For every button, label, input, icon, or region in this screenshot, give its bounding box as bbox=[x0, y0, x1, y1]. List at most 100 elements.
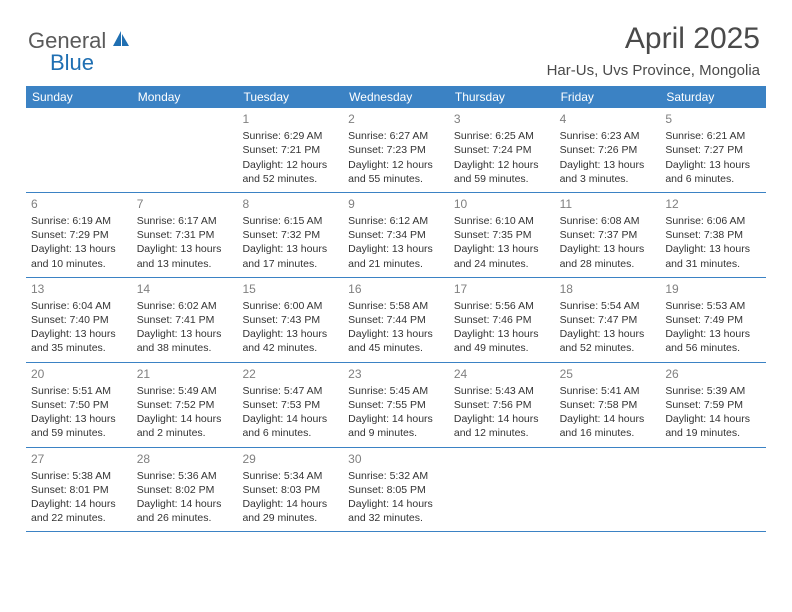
sunrise-text: Sunrise: 6:00 AM bbox=[242, 299, 338, 313]
sunrise-text: Sunrise: 6:08 AM bbox=[560, 214, 656, 228]
daylight-text: Daylight: 14 hours and 6 minutes. bbox=[242, 412, 338, 440]
daylight-text: Daylight: 13 hours and 21 minutes. bbox=[348, 242, 444, 270]
week-row: 27Sunrise: 5:38 AMSunset: 8:01 PMDayligh… bbox=[26, 448, 766, 533]
day-number: 22 bbox=[242, 366, 338, 382]
sunrise-text: Sunrise: 6:23 AM bbox=[560, 129, 656, 143]
sunset-text: Sunset: 7:31 PM bbox=[137, 228, 233, 242]
weekday-header: Monday bbox=[132, 86, 238, 108]
sunset-text: Sunset: 7:52 PM bbox=[137, 398, 233, 412]
sunrise-text: Sunrise: 5:47 AM bbox=[242, 384, 338, 398]
sunset-text: Sunset: 8:05 PM bbox=[348, 483, 444, 497]
daylight-text: Daylight: 14 hours and 32 minutes. bbox=[348, 497, 444, 525]
daylight-text: Daylight: 13 hours and 49 minutes. bbox=[454, 327, 550, 355]
sunset-text: Sunset: 7:38 PM bbox=[665, 228, 761, 242]
sunrise-text: Sunrise: 6:25 AM bbox=[454, 129, 550, 143]
day-number: 2 bbox=[348, 111, 444, 127]
day-number: 5 bbox=[665, 111, 761, 127]
daylight-text: Daylight: 14 hours and 9 minutes. bbox=[348, 412, 444, 440]
day-cell: 14Sunrise: 6:02 AMSunset: 7:41 PMDayligh… bbox=[132, 278, 238, 362]
sunset-text: Sunset: 8:02 PM bbox=[137, 483, 233, 497]
daylight-text: Daylight: 14 hours and 26 minutes. bbox=[137, 497, 233, 525]
sunset-text: Sunset: 7:37 PM bbox=[560, 228, 656, 242]
sunrise-text: Sunrise: 6:19 AM bbox=[31, 214, 127, 228]
sunrise-text: Sunrise: 5:32 AM bbox=[348, 469, 444, 483]
day-number: 10 bbox=[454, 196, 550, 212]
week-row: 20Sunrise: 5:51 AMSunset: 7:50 PMDayligh… bbox=[26, 363, 766, 448]
location-text: Har-Us, Uvs Province, Mongolia bbox=[547, 62, 760, 79]
day-cell: 30Sunrise: 5:32 AMSunset: 8:05 PMDayligh… bbox=[343, 448, 449, 532]
daylight-text: Daylight: 13 hours and 52 minutes. bbox=[560, 327, 656, 355]
sunrise-text: Sunrise: 5:54 AM bbox=[560, 299, 656, 313]
sunset-text: Sunset: 7:41 PM bbox=[137, 313, 233, 327]
sunrise-text: Sunrise: 5:41 AM bbox=[560, 384, 656, 398]
sunset-text: Sunset: 7:58 PM bbox=[560, 398, 656, 412]
sunset-text: Sunset: 7:21 PM bbox=[242, 143, 338, 157]
day-number: 28 bbox=[137, 451, 233, 467]
sunrise-text: Sunrise: 6:10 AM bbox=[454, 214, 550, 228]
sunrise-text: Sunrise: 5:34 AM bbox=[242, 469, 338, 483]
daylight-text: Daylight: 14 hours and 2 minutes. bbox=[137, 412, 233, 440]
day-cell: 27Sunrise: 5:38 AMSunset: 8:01 PMDayligh… bbox=[26, 448, 132, 532]
daylight-text: Daylight: 13 hours and 6 minutes. bbox=[665, 158, 761, 186]
day-cell bbox=[449, 448, 555, 532]
weekday-header-row: Sunday Monday Tuesday Wednesday Thursday… bbox=[26, 86, 766, 108]
sunset-text: Sunset: 7:35 PM bbox=[454, 228, 550, 242]
day-cell: 9Sunrise: 6:12 AMSunset: 7:34 PMDaylight… bbox=[343, 193, 449, 277]
day-cell: 18 Sunrise: 5:54 AMSunset: 7:47 PMDayligh… bbox=[555, 278, 661, 362]
day-cell: 26Sunrise: 5:39 AMSunset: 7:59 PMDayligh… bbox=[660, 363, 766, 447]
sunset-text: Sunset: 7:23 PM bbox=[348, 143, 444, 157]
day-number: 1 bbox=[242, 111, 338, 127]
day-number: 26 bbox=[665, 366, 761, 382]
sunset-text: Sunset: 7:55 PM bbox=[348, 398, 444, 412]
sunset-text: Sunset: 7:46 PM bbox=[454, 313, 550, 327]
day-cell: 25Sunrise: 5:41 AMSunset: 7:58 PMDayligh… bbox=[555, 363, 661, 447]
day-cell: 11Sunrise: 6:08 AMSunset: 7:37 PMDayligh… bbox=[555, 193, 661, 277]
day-number: 13 bbox=[31, 281, 127, 297]
sunrise-text: Sunrise: 5:53 AM bbox=[665, 299, 761, 313]
weekday-header: Tuesday bbox=[237, 86, 343, 108]
day-number: 8 bbox=[242, 196, 338, 212]
day-number: 18 bbox=[560, 281, 656, 297]
day-cell: 15Sunrise: 6:00 AMSunset: 7:43 PMDayligh… bbox=[237, 278, 343, 362]
daylight-text: Daylight: 13 hours and 45 minutes. bbox=[348, 327, 444, 355]
day-number: 7 bbox=[137, 196, 233, 212]
day-cell: 21Sunrise: 5:49 AMSunset: 7:52 PMDayligh… bbox=[132, 363, 238, 447]
sunset-text: Sunset: 7:53 PM bbox=[242, 398, 338, 412]
day-number: 4 bbox=[560, 111, 656, 127]
daylight-text: Daylight: 14 hours and 19 minutes. bbox=[665, 412, 761, 440]
day-number: 23 bbox=[348, 366, 444, 382]
sunrise-text: Sunrise: 6:21 AM bbox=[665, 129, 761, 143]
daylight-text: Daylight: 13 hours and 10 minutes. bbox=[31, 242, 127, 270]
day-cell: 17Sunrise: 5:56 AMSunset: 7:46 PMDayligh… bbox=[449, 278, 555, 362]
daylight-text: Daylight: 13 hours and 31 minutes. bbox=[665, 242, 761, 270]
day-cell: 1Sunrise: 6:29 AMSunset: 7:21 PMDaylight… bbox=[237, 108, 343, 192]
day-cell: 12Sunrise: 6:06 AMSunset: 7:38 PMDayligh… bbox=[660, 193, 766, 277]
week-row: 6Sunrise: 6:19 AMSunset: 7:29 PMDaylight… bbox=[26, 193, 766, 278]
sunset-text: Sunset: 7:26 PM bbox=[560, 143, 656, 157]
sunrise-text: Sunrise: 6:02 AM bbox=[137, 299, 233, 313]
daylight-text: Daylight: 12 hours and 55 minutes. bbox=[348, 158, 444, 186]
sunset-text: Sunset: 8:01 PM bbox=[31, 483, 127, 497]
day-cell: 28Sunrise: 5:36 AMSunset: 8:02 PMDayligh… bbox=[132, 448, 238, 532]
day-number: 12 bbox=[665, 196, 761, 212]
sunset-text: Sunset: 7:34 PM bbox=[348, 228, 444, 242]
daylight-text: Daylight: 13 hours and 24 minutes. bbox=[454, 242, 550, 270]
weeks-container: 1Sunrise: 6:29 AMSunset: 7:21 PMDaylight… bbox=[26, 108, 766, 532]
daylight-text: Daylight: 13 hours and 42 minutes. bbox=[242, 327, 338, 355]
daylight-text: Daylight: 13 hours and 3 minutes. bbox=[560, 158, 656, 186]
weekday-header: Friday bbox=[555, 86, 661, 108]
day-number: 21 bbox=[137, 366, 233, 382]
sunset-text: Sunset: 7:47 PM bbox=[560, 313, 656, 327]
sunrise-text: Sunrise: 6:17 AM bbox=[137, 214, 233, 228]
day-number: 11 bbox=[560, 196, 656, 212]
daylight-text: Daylight: 13 hours and 35 minutes. bbox=[31, 327, 127, 355]
sunrise-text: Sunrise: 5:38 AM bbox=[31, 469, 127, 483]
day-cell bbox=[26, 108, 132, 192]
sunrise-text: Sunrise: 5:43 AM bbox=[454, 384, 550, 398]
sunset-text: Sunset: 7:44 PM bbox=[348, 313, 444, 327]
day-cell bbox=[660, 448, 766, 532]
day-number: 17 bbox=[454, 281, 550, 297]
daylight-text: Daylight: 14 hours and 29 minutes. bbox=[242, 497, 338, 525]
day-cell: 22 Sunrise: 5:47 AMSunset: 7:53 PMDayligh… bbox=[237, 363, 343, 447]
daylight-text: Daylight: 14 hours and 16 minutes. bbox=[560, 412, 656, 440]
